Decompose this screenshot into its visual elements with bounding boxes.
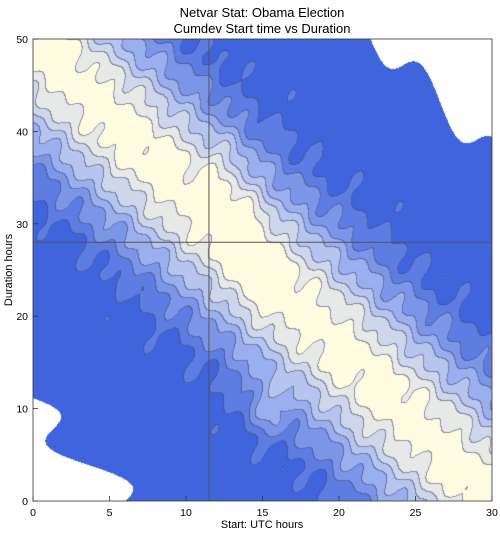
y-tick-label: 30: [16, 219, 28, 231]
y-axis-label: Duration hours: [3, 233, 15, 306]
crosshair-lines: [33, 39, 492, 501]
y-axis: 0 10 20 30 40 50: [16, 34, 38, 508]
x-tick-label: 25: [410, 507, 422, 519]
y-tick-label: 40: [16, 126, 28, 138]
plot-area: [33, 39, 492, 501]
y-tick-label: 10: [16, 404, 28, 416]
y-tick-label: 20: [16, 311, 28, 323]
chart-title: Netvar Stat: Obama Election: [180, 5, 345, 20]
y-tick-label: 50: [16, 34, 28, 46]
chart-subtitle: Cumdev Start time vs Duration: [173, 21, 350, 36]
x-axis: 0 5 10 15 20 25 30: [30, 496, 498, 519]
contour-field: [33, 39, 492, 501]
x-axis-label: Start: UTC hours: [221, 519, 304, 531]
x-tick-label: 15: [257, 507, 269, 519]
x-tick-label: 30: [486, 507, 498, 519]
x-tick-label: 20: [333, 507, 345, 519]
y-tick-label: 0: [22, 496, 28, 508]
x-tick-label: 10: [180, 507, 192, 519]
x-tick-label: 5: [107, 507, 113, 519]
x-tick-label: 0: [30, 507, 36, 519]
